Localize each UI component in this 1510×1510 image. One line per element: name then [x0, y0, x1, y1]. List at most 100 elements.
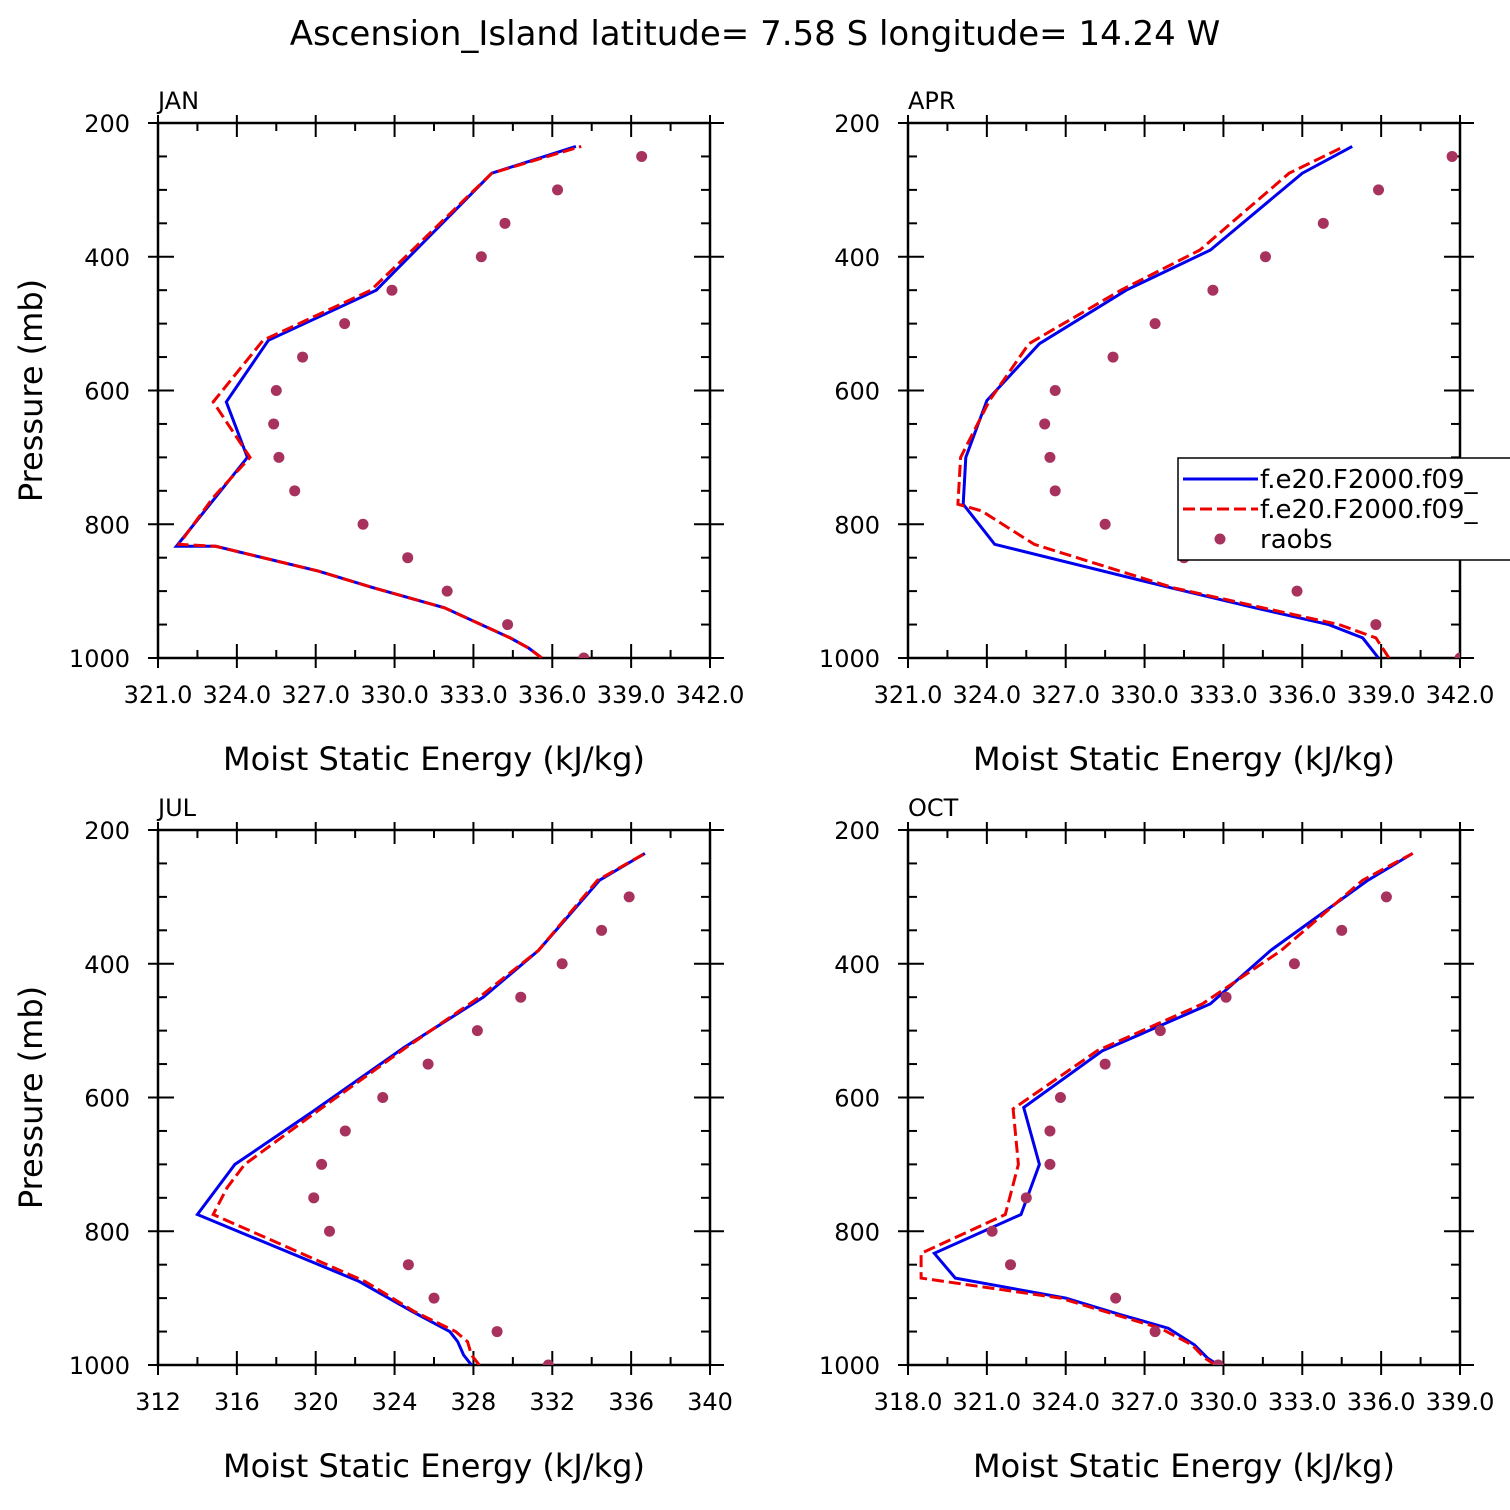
x-tick-label: 324.0 — [952, 681, 1021, 709]
x-tick-label: 321.0 — [874, 681, 943, 709]
legend-label: f.e20.F2000.f09_ — [1260, 495, 1478, 525]
raobs-point — [441, 585, 453, 597]
x-tick-label: 327.0 — [1031, 681, 1100, 709]
figure-title: Ascension_Island latitude= 7.58 S longit… — [290, 14, 1221, 54]
raobs-point — [1044, 451, 1056, 463]
raobs-point — [1317, 217, 1329, 229]
y-tick-label: 400 — [834, 951, 880, 979]
raobs-point — [596, 924, 608, 936]
raobs-point — [1049, 385, 1061, 396]
x-tick-label: 332 — [529, 1388, 575, 1416]
y-tick-label: 600 — [834, 378, 880, 406]
raobs-point — [316, 1158, 328, 1170]
panel-jan: 321.0 324.0 327.0 330.0 333.0 336.0 339.0 342.0… — [12, 87, 744, 778]
model-line-dashed — [211, 852, 646, 1365]
raobs-point — [1044, 1125, 1056, 1137]
raobs-point — [1054, 1092, 1066, 1103]
panels: 321.0 324.0 327.0 330.0 333.0 336.0 339.0 342.0… — [12, 87, 1510, 1485]
x-tick-label: 330.0 — [1189, 1388, 1258, 1416]
model-line-solid — [195, 852, 646, 1365]
plot-frame — [156, 828, 712, 1367]
panel-title: OCT — [908, 794, 959, 822]
raobs-point — [515, 991, 527, 1003]
y-tick-label: 800 — [84, 1218, 130, 1246]
model-line-solid — [173, 144, 577, 658]
plot-frame — [156, 121, 712, 660]
raobs-point — [491, 1326, 503, 1338]
y-tick-label: 1000 — [69, 1352, 130, 1380]
raobs-point — [422, 1058, 434, 1070]
raobs-point — [1336, 924, 1348, 936]
x-tick-label: 321.0 — [952, 1388, 1021, 1416]
panel-title: JUL — [156, 794, 197, 822]
raobs-point — [499, 217, 511, 229]
raobs-point — [552, 184, 564, 196]
x-axis-label: Moist Static Energy (kJ/kg) — [223, 740, 645, 778]
y-tick-label: 200 — [84, 817, 130, 845]
raobs-point — [386, 284, 398, 296]
raobs-point — [1446, 150, 1458, 162]
raobs-point — [428, 1292, 440, 1304]
y-tick-label: 1000 — [69, 645, 130, 673]
x-tick-label: 327.0 — [281, 681, 350, 709]
raobs-point — [1454, 652, 1460, 658]
y-tick-label: 800 — [84, 511, 130, 539]
raobs-point — [1220, 991, 1232, 1003]
series-group — [919, 852, 1414, 1365]
series-group — [956, 145, 1460, 658]
raobs-point — [578, 652, 590, 658]
model-line-dashed — [956, 145, 1391, 658]
x-axis-label: Moist Static Energy (kJ/kg) — [973, 740, 1395, 778]
x-tick-label: 333.0 — [1268, 1388, 1337, 1416]
x-axis-label: Moist Static Energy (kJ/kg) — [223, 1447, 645, 1485]
raobs-point — [357, 518, 369, 530]
x-tick-label: 327.0 — [1110, 1388, 1179, 1416]
raobs-point — [636, 150, 648, 162]
x-tick-label: 316 — [214, 1388, 260, 1416]
y-tick-label: 1000 — [819, 1352, 880, 1380]
raobs-point — [270, 385, 282, 396]
raobs-point — [1154, 1025, 1166, 1037]
x-tick-label: 340 — [687, 1388, 733, 1416]
raobs-point — [1149, 1326, 1161, 1338]
x-tick-label: 336.0 — [1268, 681, 1337, 709]
x-tick-label: 339.0 — [1347, 681, 1416, 709]
y-tick-label: 400 — [84, 951, 130, 979]
x-tick-label: 336.0 — [1347, 1388, 1416, 1416]
raobs-point — [475, 251, 487, 263]
y-tick-label: 800 — [834, 1218, 880, 1246]
x-axis-label: Moist Static Energy (kJ/kg) — [973, 1447, 1395, 1485]
raobs-point — [308, 1192, 320, 1204]
raobs-point — [1291, 585, 1303, 597]
raobs-point — [297, 351, 309, 363]
legend-box — [1177, 457, 1510, 561]
series-group — [195, 852, 646, 1365]
raobs-point — [289, 485, 301, 497]
model-line-solid — [961, 145, 1380, 658]
raobs-point — [273, 451, 285, 463]
y-tick-label: 200 — [834, 110, 880, 138]
legend: f.e20.F2000.f09_f.e20.F2000.f09_raobs — [1177, 457, 1510, 561]
raobs-point — [1005, 1259, 1017, 1271]
raobs-point — [1380, 891, 1392, 903]
raobs-point — [339, 318, 351, 330]
raobs-point — [623, 891, 635, 903]
raobs-point — [377, 1092, 389, 1103]
raobs-point — [1110, 1292, 1122, 1304]
legend-label: raobs — [1260, 525, 1333, 555]
x-tick-label: 333.0 — [1189, 681, 1258, 709]
x-tick-label: 339.0 — [1426, 1388, 1495, 1416]
raobs-point — [1207, 284, 1219, 296]
x-tick-label: 320 — [293, 1388, 339, 1416]
raobs-point — [471, 1025, 483, 1037]
raobs-point — [1288, 958, 1300, 970]
raobs-point — [324, 1225, 336, 1237]
x-tick-label: 312 — [135, 1388, 181, 1416]
model-line-dashed — [176, 144, 582, 658]
raobs-point — [1099, 518, 1111, 530]
raobs-point — [1259, 251, 1271, 263]
x-tick-label: 321.0 — [124, 681, 193, 709]
x-tick-label: 336 — [608, 1388, 654, 1416]
raobs-point — [1049, 485, 1061, 497]
